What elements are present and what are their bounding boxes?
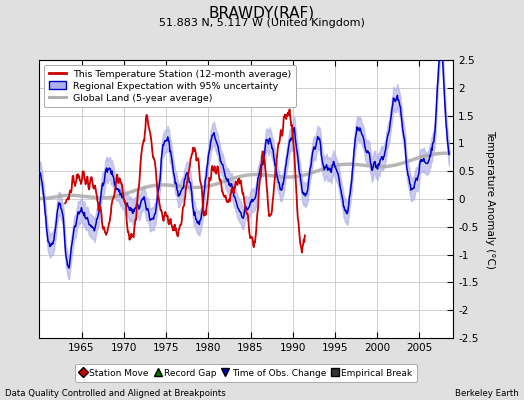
Text: Data Quality Controlled and Aligned at Breakpoints: Data Quality Controlled and Aligned at B… <box>5 389 226 398</box>
Y-axis label: Temperature Anomaly (°C): Temperature Anomaly (°C) <box>485 130 495 268</box>
Text: Berkeley Earth: Berkeley Earth <box>455 389 519 398</box>
Legend: Station Move, Record Gap, Time of Obs. Change, Empirical Break: Station Move, Record Gap, Time of Obs. C… <box>75 364 417 382</box>
Text: 51.883 N, 5.117 W (United Kingdom): 51.883 N, 5.117 W (United Kingdom) <box>159 18 365 28</box>
Text: BRAWDY(RAF): BRAWDY(RAF) <box>209 6 315 21</box>
